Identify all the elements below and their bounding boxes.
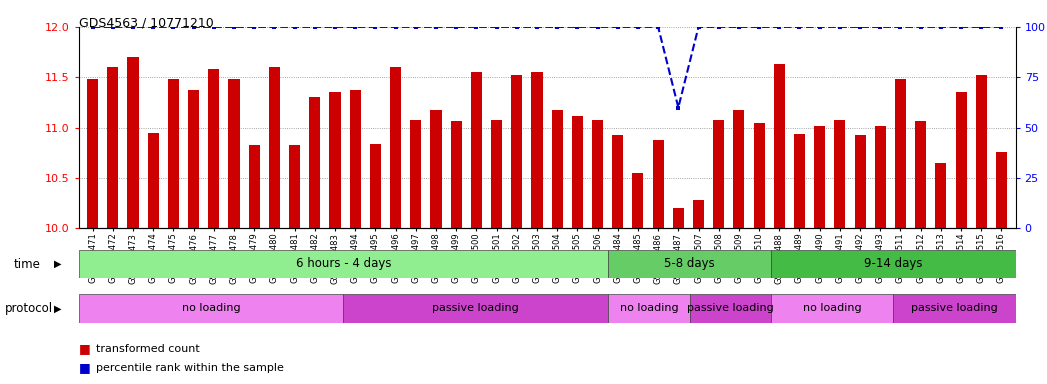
Bar xyxy=(343,294,608,323)
Bar xyxy=(815,126,825,384)
Bar xyxy=(895,79,906,384)
Text: passive loading: passive loading xyxy=(432,303,519,313)
Bar xyxy=(652,140,664,384)
Bar xyxy=(733,109,744,384)
Text: time: time xyxy=(14,258,41,271)
Bar xyxy=(391,67,401,384)
Bar xyxy=(976,75,987,384)
Text: ▶: ▶ xyxy=(54,303,62,313)
Bar xyxy=(511,75,522,384)
Bar xyxy=(693,200,704,384)
Text: ▶: ▶ xyxy=(54,259,62,269)
Bar xyxy=(572,116,583,384)
Text: passive loading: passive loading xyxy=(911,303,998,313)
Bar xyxy=(632,173,644,384)
Text: protocol: protocol xyxy=(5,302,53,315)
Bar xyxy=(794,134,805,384)
Bar xyxy=(188,90,199,384)
Bar xyxy=(772,250,1016,278)
Bar xyxy=(87,79,98,384)
Text: percentile rank within the sample: percentile rank within the sample xyxy=(96,363,284,373)
Bar xyxy=(309,98,320,384)
Bar xyxy=(612,135,623,384)
Bar xyxy=(874,126,886,384)
Bar xyxy=(834,120,845,384)
Text: passive loading: passive loading xyxy=(687,303,774,313)
Bar xyxy=(592,120,603,384)
Text: ■: ■ xyxy=(79,342,90,355)
Bar xyxy=(168,79,179,384)
Bar xyxy=(228,79,240,384)
Bar xyxy=(370,144,381,384)
Bar xyxy=(491,120,503,384)
Text: ■: ■ xyxy=(79,361,90,374)
Bar xyxy=(471,72,482,384)
Bar xyxy=(532,72,542,384)
Text: no loading: no loading xyxy=(181,303,240,313)
Bar xyxy=(552,109,562,384)
Text: GDS4563 / 10771210: GDS4563 / 10771210 xyxy=(79,16,214,29)
Bar xyxy=(79,294,343,323)
Bar xyxy=(208,69,220,384)
Bar xyxy=(754,122,764,384)
Bar xyxy=(269,67,280,384)
Bar xyxy=(854,135,866,384)
Bar xyxy=(915,121,927,384)
Bar xyxy=(713,120,725,384)
Bar xyxy=(774,64,785,384)
Text: no loading: no loading xyxy=(803,303,862,313)
Bar xyxy=(893,294,1016,323)
Bar xyxy=(289,145,300,384)
Bar xyxy=(128,57,138,384)
Bar xyxy=(956,93,966,384)
Text: 5-8 days: 5-8 days xyxy=(664,258,715,270)
Bar xyxy=(450,121,462,384)
Bar xyxy=(330,93,340,384)
Bar xyxy=(996,152,1007,384)
Bar xyxy=(107,67,118,384)
Bar xyxy=(148,133,159,384)
Bar xyxy=(350,90,361,384)
Text: 6 hours - 4 days: 6 hours - 4 days xyxy=(295,258,392,270)
Bar xyxy=(430,109,442,384)
Bar xyxy=(673,209,684,384)
Text: no loading: no loading xyxy=(620,303,678,313)
Bar xyxy=(608,250,772,278)
Text: 9-14 days: 9-14 days xyxy=(864,258,922,270)
Bar xyxy=(935,163,946,384)
Bar xyxy=(772,294,893,323)
Text: transformed count: transformed count xyxy=(96,344,200,354)
Bar xyxy=(249,145,260,384)
Bar xyxy=(690,294,772,323)
Bar xyxy=(79,250,608,278)
Bar xyxy=(608,294,690,323)
Bar xyxy=(410,120,421,384)
